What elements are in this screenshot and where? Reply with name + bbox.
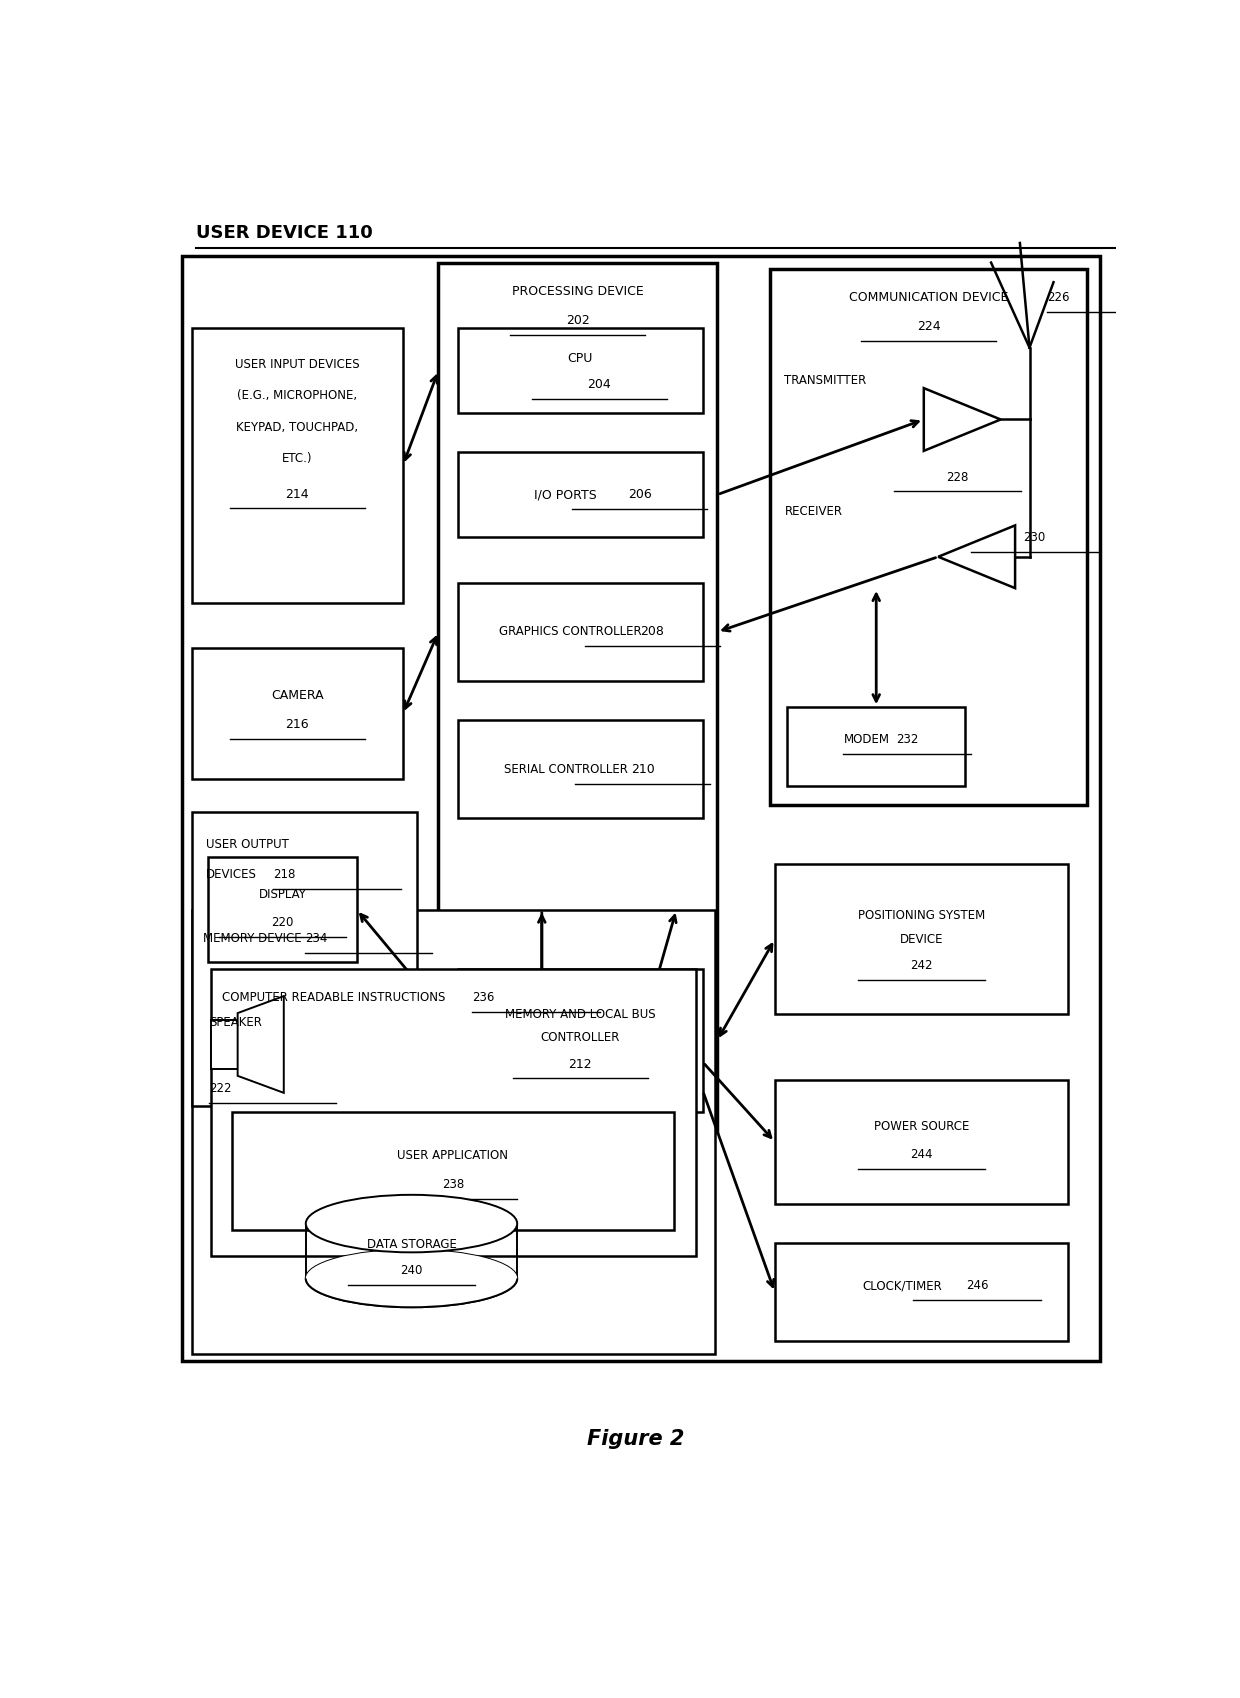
Text: 234: 234 (305, 932, 327, 946)
Text: USER DEVICE 110: USER DEVICE 110 (196, 224, 373, 241)
Bar (439, 263, 717, 1133)
Text: PROCESSING DEVICE: PROCESSING DEVICE (512, 285, 644, 297)
Text: 208: 208 (640, 625, 665, 638)
Bar (208, 857, 357, 963)
Bar (232, 1112, 675, 1229)
Ellipse shape (306, 1195, 517, 1253)
Text: 226: 226 (1047, 292, 1069, 304)
Bar (191, 910, 715, 1355)
Text: SERIAL CONTROLLER: SERIAL CONTROLLER (503, 762, 627, 776)
Text: MEMORY AND LOCAL BUS: MEMORY AND LOCAL BUS (505, 1009, 656, 1020)
Polygon shape (939, 525, 1016, 588)
Text: 222: 222 (208, 1082, 232, 1095)
Bar (458, 582, 703, 681)
Text: 238: 238 (441, 1178, 464, 1190)
Text: ETC.): ETC.) (281, 452, 312, 465)
Text: 210: 210 (631, 762, 655, 776)
Text: 214: 214 (285, 487, 309, 501)
Text: POWER SOURCE: POWER SOURCE (874, 1119, 970, 1133)
Text: 236: 236 (472, 992, 495, 1004)
Ellipse shape (306, 1250, 517, 1307)
Bar (458, 720, 703, 818)
Bar (787, 706, 965, 786)
Bar (775, 1243, 1068, 1341)
Bar (211, 968, 696, 1257)
Text: GRAPHICS CONTROLLER: GRAPHICS CONTROLLER (500, 625, 642, 638)
Text: 244: 244 (910, 1148, 932, 1161)
Text: SPEAKER: SPEAKER (208, 1015, 262, 1029)
Text: COMPUTER READABLE INSTRUCTIONS: COMPUTER READABLE INSTRUCTIONS (222, 992, 445, 1004)
Text: USER OUTPUT: USER OUTPUT (206, 837, 289, 851)
Text: 218: 218 (273, 868, 295, 881)
Text: RECEIVER: RECEIVER (785, 504, 842, 518)
Text: 202: 202 (565, 314, 590, 326)
Text: DEVICES: DEVICES (206, 868, 257, 881)
Bar (191, 328, 403, 603)
Polygon shape (238, 997, 284, 1094)
Text: CPU: CPU (568, 351, 593, 365)
Text: Figure 2: Figure 2 (587, 1430, 684, 1450)
Bar (458, 452, 703, 537)
Text: 246: 246 (966, 1279, 988, 1292)
Text: CONTROLLER: CONTROLLER (541, 1031, 620, 1044)
Text: 224: 224 (916, 321, 940, 333)
Text: 220: 220 (272, 917, 294, 929)
Bar (775, 864, 1068, 1014)
Text: 230: 230 (1023, 531, 1045, 543)
Bar (770, 270, 1087, 805)
Text: MODEM: MODEM (843, 734, 889, 747)
Bar (458, 968, 703, 1112)
Bar (458, 328, 703, 413)
Text: DATA STORAGE: DATA STORAGE (367, 1238, 456, 1251)
Text: 228: 228 (946, 470, 968, 484)
Bar (211, 1019, 238, 1070)
Text: (E.G., MICROPHONE,: (E.G., MICROPHONE, (237, 389, 357, 402)
Text: DISPLAY: DISPLAY (258, 888, 306, 900)
Bar (775, 1080, 1068, 1204)
Bar (191, 649, 403, 779)
Text: 240: 240 (401, 1263, 423, 1277)
Ellipse shape (306, 1250, 517, 1307)
Text: 216: 216 (285, 718, 309, 730)
Text: KEYPAD, TOUCHPAD,: KEYPAD, TOUCHPAD, (236, 421, 358, 433)
Bar (191, 812, 418, 1105)
Polygon shape (924, 389, 1001, 452)
Text: TRANSMITTER: TRANSMITTER (785, 374, 867, 387)
Bar (182, 256, 1100, 1360)
Text: I/O PORTS: I/O PORTS (534, 487, 598, 501)
Text: USER APPLICATION: USER APPLICATION (397, 1150, 508, 1161)
Text: USER INPUT DEVICES: USER INPUT DEVICES (234, 358, 360, 372)
Text: MEMORY DEVICE: MEMORY DEVICE (203, 932, 301, 946)
Text: 212: 212 (568, 1058, 591, 1070)
Text: CAMERA: CAMERA (270, 689, 324, 701)
Text: DEVICE: DEVICE (900, 932, 944, 946)
Text: COMMUNICATION DEVICE: COMMUNICATION DEVICE (849, 292, 1008, 304)
Text: 242: 242 (910, 959, 932, 971)
Text: POSITIONING SYSTEM: POSITIONING SYSTEM (858, 908, 985, 922)
Text: 232: 232 (895, 734, 918, 747)
Text: CLOCK/TIMER: CLOCK/TIMER (862, 1279, 942, 1292)
Text: 206: 206 (627, 487, 652, 501)
Text: 204: 204 (588, 379, 611, 391)
